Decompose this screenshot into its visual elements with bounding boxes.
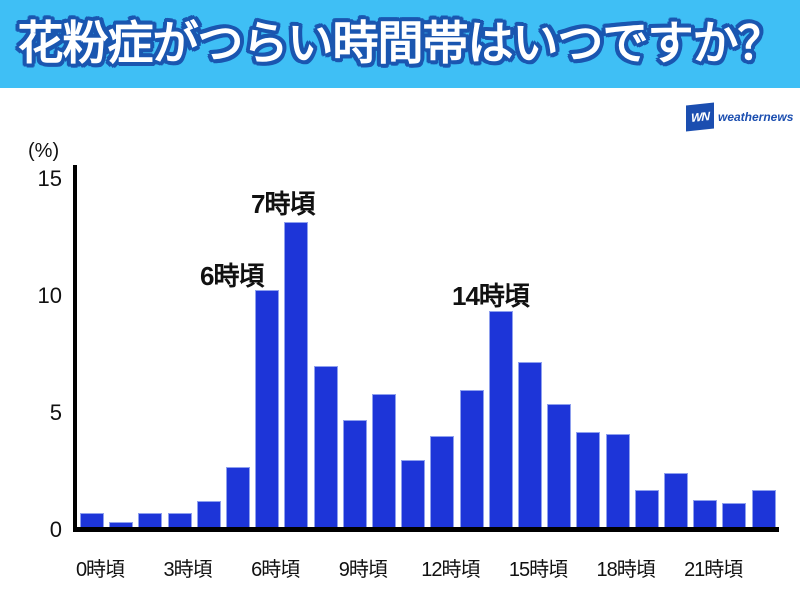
bar-9 xyxy=(342,419,367,527)
bar-23 xyxy=(751,489,776,527)
annotation-14pm: 14時頃 xyxy=(452,281,530,311)
bar-6 xyxy=(255,289,280,527)
x-label: 12時頃 xyxy=(421,559,480,581)
bar-15 xyxy=(518,361,542,527)
x-label: 18時頃 xyxy=(596,559,655,581)
logo-text: weathernews xyxy=(718,110,794,124)
y-tick-0: 0 xyxy=(49,517,62,542)
annotation-7am: 7時頃 xyxy=(251,189,315,219)
bar-14 xyxy=(488,310,513,527)
bar-12 xyxy=(430,436,455,527)
bar-7 xyxy=(284,222,309,527)
x-axis-line xyxy=(73,527,779,532)
chart-title: 花粉症がつらい時間帯はいつですか？ xyxy=(17,16,784,70)
bar-20 xyxy=(664,473,688,527)
x-label: 6時頃 xyxy=(251,559,300,581)
y-axis-unit: (%) xyxy=(28,140,60,162)
bar-1 xyxy=(109,522,134,527)
bar-16 xyxy=(547,403,572,527)
bar-5 xyxy=(226,466,250,527)
wn-logo-icon: WN xyxy=(686,102,714,132)
bar-3 xyxy=(167,513,192,527)
bar-13 xyxy=(459,389,484,527)
y-tick-5: 5 xyxy=(49,400,62,425)
bar-21 xyxy=(693,500,718,527)
bar-11 xyxy=(401,459,426,527)
bar-19 xyxy=(634,489,659,527)
bar-2 xyxy=(138,513,163,527)
y-axis-line xyxy=(73,165,77,531)
bar-8 xyxy=(313,366,338,527)
x-label: 3時頃 xyxy=(163,559,213,581)
bar-4 xyxy=(196,501,221,527)
x-label: 9時頃 xyxy=(338,559,388,581)
x-label: 0時頃 xyxy=(75,559,125,581)
title-banner xyxy=(0,0,800,88)
bar-22 xyxy=(722,502,747,527)
x-label: 21時頃 xyxy=(684,559,743,581)
x-label: 15時頃 xyxy=(508,559,568,581)
annotation-6am: 6時頃 xyxy=(200,261,264,291)
y-tick-10: 10 xyxy=(37,283,62,308)
bar-10 xyxy=(372,394,396,527)
y-tick-15: 15 xyxy=(37,166,62,191)
bar-17 xyxy=(576,431,601,527)
bar-18 xyxy=(605,433,630,527)
weathernews-logo: WN weathernews xyxy=(686,102,794,132)
bar-0 xyxy=(80,513,104,527)
